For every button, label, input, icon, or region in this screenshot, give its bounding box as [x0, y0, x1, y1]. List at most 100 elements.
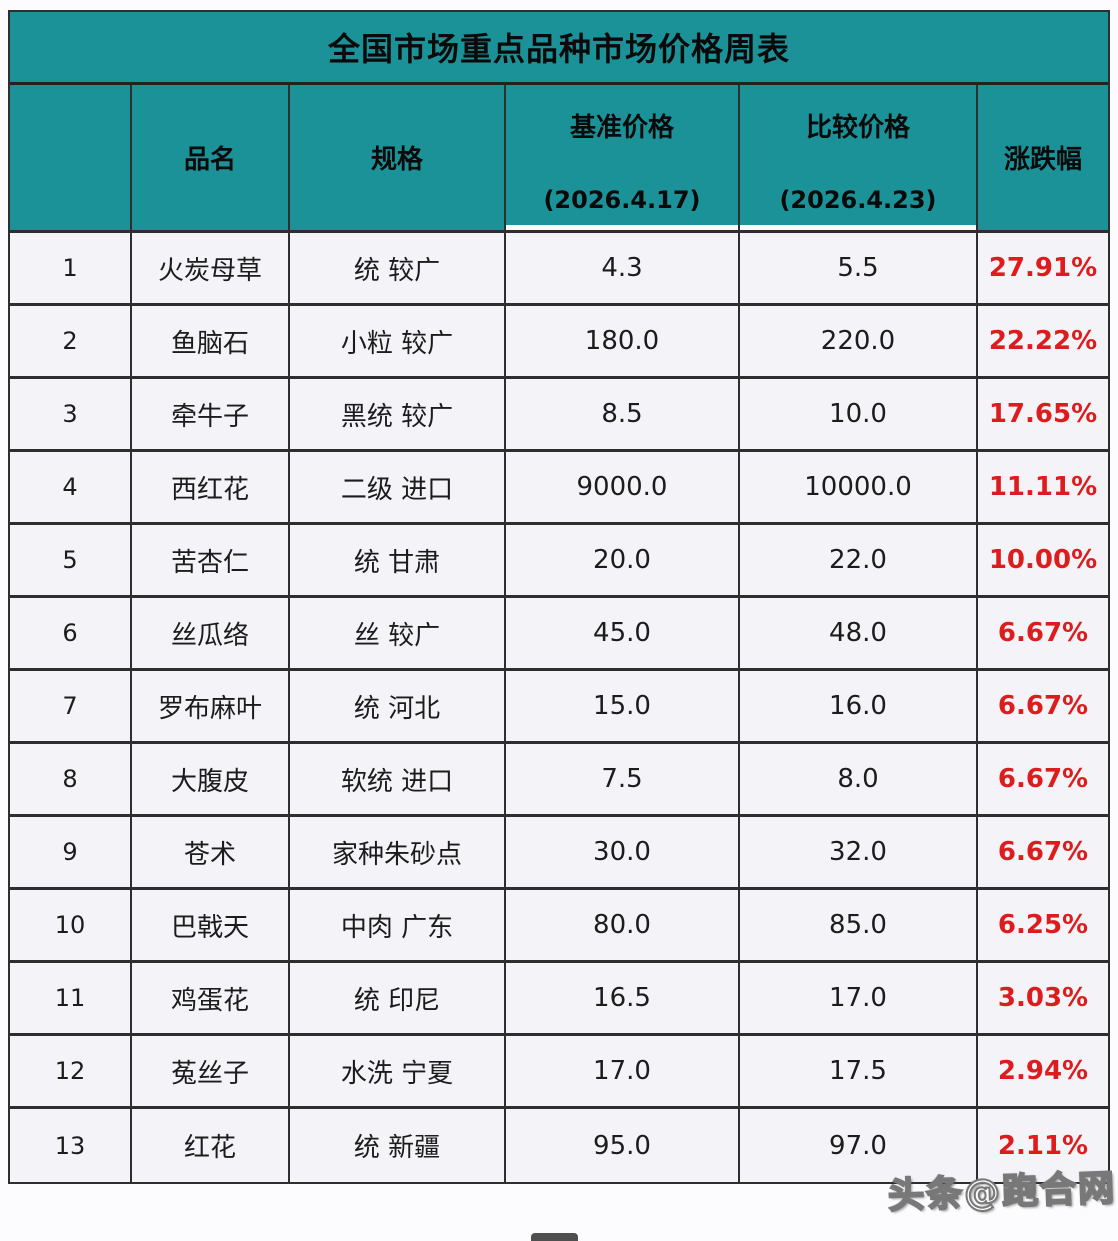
herb-spec: 统 河北 [290, 671, 506, 741]
herb-name: 火炭母草 [132, 233, 290, 303]
compare-price: 48.0 [740, 598, 978, 668]
base-price: 16.5 [506, 963, 740, 1033]
row-index: 12 [10, 1036, 132, 1106]
row-index: 1 [10, 233, 132, 303]
compare-price: 10.0 [740, 379, 978, 449]
compare-price: 220.0 [740, 306, 978, 376]
table-row: 8 大腹皮 软统 进口 7.5 8.0 6.67% [10, 744, 1108, 817]
change-percent: 6.67% [997, 618, 1089, 648]
bottom-stub [531, 1233, 578, 1241]
compare-price: 17.5 [740, 1036, 978, 1106]
table-row: 12 菟丝子 水洗 宁夏 17.0 17.5 2.94% [10, 1036, 1108, 1109]
table-row: 1 火炭母草 统 较广 4.3 5.5 27.91% [10, 233, 1108, 306]
table-row: 7 罗布麻叶 统 河北 15.0 16.0 6.67% [10, 671, 1108, 744]
row-index: 4 [10, 452, 132, 522]
compare-price: 85.0 [740, 890, 978, 960]
herb-name: 红花 [132, 1109, 290, 1182]
base-price: 4.3 [506, 233, 740, 303]
herb-spec: 统 甘肃 [290, 525, 506, 595]
row-index: 10 [10, 890, 132, 960]
compare-price-label: 比较价格 [805, 113, 910, 143]
compare-price: 5.5 [740, 233, 978, 303]
header-cell-name: 品名 [132, 85, 290, 230]
price-table: 全国市场重点品种市场价格周表 品名 规格 基准价格 (2026.4.17) 比较… [8, 10, 1110, 1184]
row-index: 5 [10, 525, 132, 595]
base-price: 45.0 [506, 598, 740, 668]
base-price: 95.0 [506, 1109, 740, 1182]
change-percent: 6.25% [997, 910, 1089, 940]
compare-price: 16.0 [740, 671, 978, 741]
base-price: 7.5 [506, 744, 740, 814]
base-price-date: (2026.4.17) [543, 186, 701, 214]
row-index: 7 [10, 671, 132, 741]
herb-spec: 丝 较广 [290, 598, 506, 668]
herb-name: 牵牛子 [132, 379, 290, 449]
change-percent: 22.22% [988, 326, 1098, 356]
herb-spec: 黑统 较广 [290, 379, 506, 449]
table-row: 9 苍术 家种朱砂点 30.0 32.0 6.67% [10, 817, 1108, 890]
herb-spec: 水洗 宁夏 [290, 1036, 506, 1106]
herb-name: 西红花 [132, 452, 290, 522]
herb-name: 鸡蛋花 [132, 963, 290, 1033]
herb-spec: 二级 进口 [290, 452, 506, 522]
change-percent: 2.11% [997, 1130, 1089, 1161]
row-index: 6 [10, 598, 132, 668]
compare-price: 10000.0 [740, 452, 978, 522]
compare-price: 22.0 [740, 525, 978, 595]
herb-name: 鱼脑石 [132, 306, 290, 376]
herb-spec: 统 新疆 [290, 1109, 506, 1182]
herb-name: 丝瓜络 [132, 598, 290, 668]
row-index: 9 [10, 817, 132, 887]
watermark: 头条@跑合网 [886, 1167, 1117, 1218]
change-percent: 27.91% [988, 253, 1098, 283]
table-row: 3 牵牛子 黑统 较广 8.5 10.0 17.65% [10, 379, 1108, 452]
herb-name: 大腹皮 [132, 744, 290, 814]
base-price: 20.0 [506, 525, 740, 595]
row-index: 13 [10, 1109, 132, 1182]
header-cell-compare-price: 比较价格 (2026.4.23) [740, 85, 978, 230]
table-header: 品名 规格 基准价格 (2026.4.17) 比较价格 (2026.4.23) … [10, 85, 1108, 233]
change-percent: 2.94% [997, 1056, 1089, 1086]
row-index: 3 [10, 379, 132, 449]
table-row: 13 红花 统 新疆 95.0 97.0 2.11% [10, 1109, 1108, 1182]
header-cell-index [10, 85, 132, 230]
change-percent: 6.67% [997, 837, 1089, 867]
herb-spec: 软统 进口 [290, 744, 506, 814]
herb-name: 苦杏仁 [132, 525, 290, 595]
base-price: 8.5 [506, 379, 740, 449]
table-row: 5 苦杏仁 统 甘肃 20.0 22.0 10.00% [10, 525, 1108, 598]
herb-spec: 小粒 较广 [290, 306, 506, 376]
row-index: 8 [10, 744, 132, 814]
table-row: 2 鱼脑石 小粒 较广 180.0 220.0 22.22% [10, 306, 1108, 379]
herb-name: 菟丝子 [132, 1036, 290, 1106]
herb-name: 巴戟天 [132, 890, 290, 960]
base-price: 9000.0 [506, 452, 740, 522]
herb-name: 苍术 [132, 817, 290, 887]
base-price: 180.0 [506, 306, 740, 376]
base-price: 17.0 [506, 1036, 740, 1106]
base-price-label: 基准价格 [569, 113, 674, 143]
compare-price: 32.0 [740, 817, 978, 887]
change-percent: 3.03% [997, 983, 1089, 1013]
herb-spec: 统 较广 [290, 233, 506, 303]
compare-price: 17.0 [740, 963, 978, 1033]
change-percent: 11.11% [988, 472, 1098, 502]
page-title: 全国市场重点品种市场价格周表 [10, 12, 1108, 85]
herb-name: 罗布麻叶 [132, 671, 290, 741]
compare-price-date: (2026.4.23) [779, 186, 937, 214]
table-row: 11 鸡蛋花 统 印尼 16.5 17.0 3.03% [10, 963, 1108, 1036]
change-percent: 6.67% [997, 691, 1089, 721]
change-percent: 10.00% [988, 545, 1098, 575]
table-row: 10 巴戟天 中肉 广东 80.0 85.0 6.25% [10, 890, 1108, 963]
row-index: 11 [10, 963, 132, 1033]
table-row: 6 丝瓜络 丝 较广 45.0 48.0 6.67% [10, 598, 1108, 671]
compare-price: 97.0 [740, 1109, 978, 1182]
herb-spec: 统 印尼 [290, 963, 506, 1033]
change-percent: 17.65% [988, 399, 1098, 429]
base-price: 15.0 [506, 671, 740, 741]
base-price: 30.0 [506, 817, 740, 887]
table-row: 4 西红花 二级 进口 9000.0 10000.0 11.11% [10, 452, 1108, 525]
row-index: 2 [10, 306, 132, 376]
header-cell-spec: 规格 [290, 85, 506, 230]
header-cell-base-price: 基准价格 (2026.4.17) [506, 85, 740, 230]
